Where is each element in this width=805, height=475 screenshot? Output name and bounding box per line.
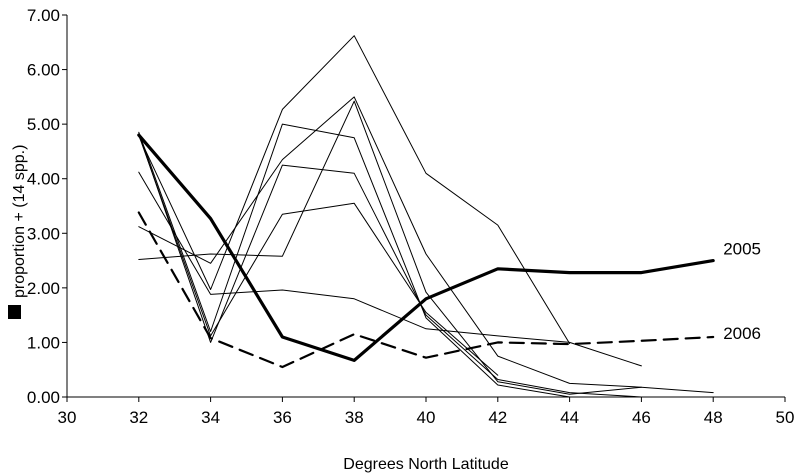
- x-axis-title: Degrees North Latitude: [343, 456, 509, 473]
- y-axis-ticks: 0.00 1.00 2.00 3.00 4.00 5.00 6.00 7.00: [27, 6, 67, 407]
- x-tick-label: 44: [560, 408, 579, 427]
- series-line-2006: [137, 211, 715, 369]
- series-labels: 2006 2005: [723, 240, 761, 343]
- legend-swatch: [8, 305, 21, 319]
- series-line-3: [138, 35, 571, 344]
- x-tick-label: 34: [201, 408, 220, 427]
- y-tick-label: 1.00: [27, 333, 60, 352]
- y-tick-label: 7.00: [27, 6, 60, 25]
- series-line-5: [138, 96, 714, 394]
- x-tick-label: 38: [345, 408, 364, 427]
- series-label-2006: 2006: [723, 324, 761, 343]
- series-line-7: [138, 123, 642, 398]
- x-axis-ticks: 30 32 34 36 38 40 42 44 46 48 50: [58, 397, 795, 427]
- x-tick-label: 32: [129, 408, 148, 427]
- y-tick-label: 3.00: [27, 224, 60, 243]
- y-tick-label: 0.00: [27, 388, 60, 407]
- y-axis-title-group: proportion + (14 spp.): [8, 145, 28, 319]
- y-axis-title: proportion + (14 spp.): [11, 145, 28, 298]
- series-lines: [137, 35, 715, 398]
- y-tick-label: 2.00: [27, 279, 60, 298]
- series-line-2005: [137, 133, 715, 362]
- plot-area: 0.001.002.003.004.005.006.007.00 30 32 34 3…: [27, 6, 795, 427]
- x-tick-label: 48: [704, 408, 723, 427]
- x-tick-label: 42: [488, 408, 507, 427]
- x-tick-label: 30: [58, 408, 77, 427]
- y-tick-label: 6.00: [27, 61, 60, 80]
- series-line-6: [138, 100, 642, 395]
- series-line-8: [138, 133, 642, 398]
- series-label-2005: 2005: [723, 240, 761, 259]
- x-tick-label: 36: [273, 408, 292, 427]
- x-tick-label: 40: [417, 408, 436, 427]
- y-tick-label: 4.00: [27, 170, 60, 189]
- x-tick-label: 50: [776, 408, 795, 427]
- x-tick-label: 46: [632, 408, 651, 427]
- y-tick-label: 5.00: [27, 115, 60, 134]
- series-line-9: [138, 134, 499, 376]
- series-line-4: [138, 171, 642, 367]
